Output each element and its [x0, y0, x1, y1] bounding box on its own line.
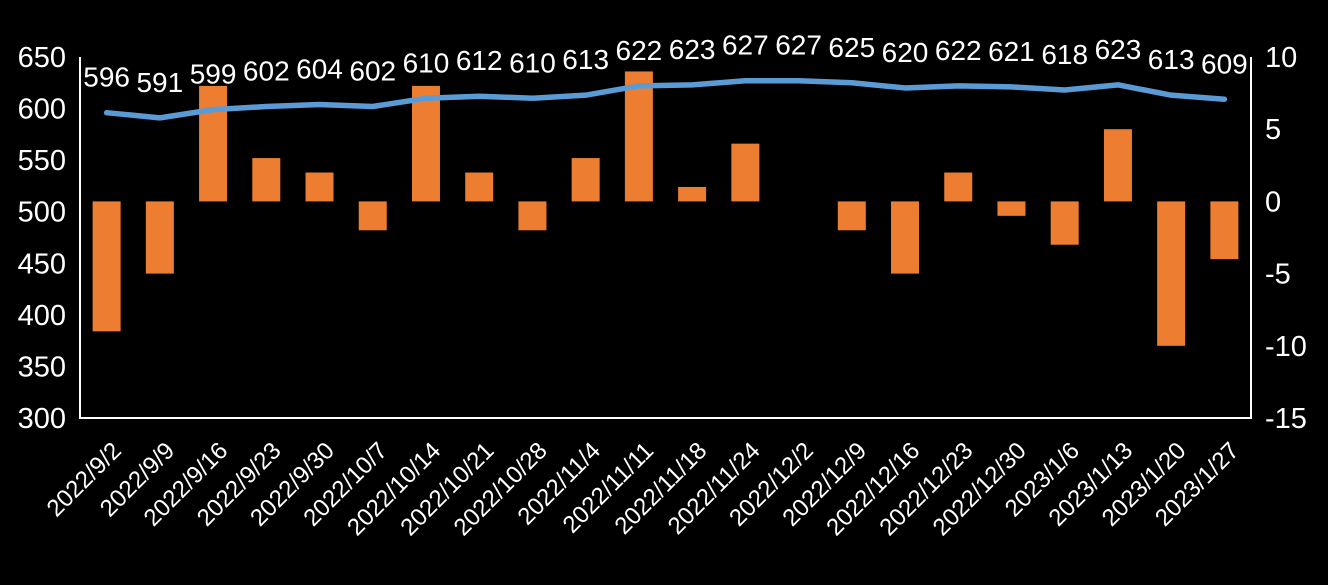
- bar: [252, 158, 281, 202]
- y-left-tick-label: 550: [18, 145, 66, 177]
- line-point-label: 623: [1095, 34, 1142, 65]
- y-left-tick-label: 650: [18, 42, 66, 74]
- line-point-label: 604: [296, 53, 343, 84]
- bar: [199, 85, 228, 202]
- line-point-label: 622: [935, 35, 982, 66]
- bar: [678, 186, 707, 202]
- bar: [891, 201, 920, 274]
- line-point-label: 625: [828, 32, 875, 63]
- bar: [305, 172, 334, 202]
- y-left-tick-label: 300: [18, 403, 66, 435]
- y-right-tick-label: 5: [1265, 114, 1281, 146]
- line-point-label: 591: [136, 67, 183, 98]
- bar: [1157, 201, 1186, 346]
- bar: [518, 201, 547, 231]
- line-point-label: 602: [349, 56, 396, 87]
- line-point-label: 613: [562, 44, 609, 75]
- line-point-label: 596: [83, 62, 130, 93]
- y-left-tick-label: 600: [18, 94, 66, 126]
- bar: [465, 172, 494, 202]
- bar: [1210, 201, 1239, 260]
- y-right-tick-label: -5: [1265, 259, 1291, 291]
- bar: [571, 158, 600, 202]
- line-point-label: 612: [456, 45, 503, 76]
- bar: [944, 172, 973, 202]
- bar: [145, 201, 174, 274]
- bar: [1050, 201, 1079, 245]
- line-point-label: 609: [1201, 48, 1248, 79]
- y-left-tick-label: 500: [18, 197, 66, 229]
- line-point-label: 623: [669, 34, 716, 65]
- bar: [1103, 129, 1132, 202]
- line-point-label: 621: [988, 36, 1035, 67]
- axis-lines: [79, 57, 1252, 419]
- y-right-tick-label: -15: [1265, 403, 1307, 435]
- y-left-tick-label: 400: [18, 300, 66, 332]
- y-left-tick-label: 450: [18, 248, 66, 280]
- bar: [92, 201, 121, 332]
- trend-line: [103, 77, 1228, 121]
- bar: [731, 143, 760, 202]
- line-point-label: 627: [722, 30, 769, 61]
- bar: [997, 201, 1026, 216]
- y-right-tick-label: -10: [1265, 331, 1307, 363]
- bar: [358, 201, 387, 231]
- line-point-label: 610: [509, 47, 556, 78]
- bar: [411, 85, 440, 202]
- line-point-label: 618: [1041, 39, 1088, 70]
- line-point-label: 602: [243, 56, 290, 87]
- y-right-tick-label: 0: [1265, 186, 1281, 218]
- line-point-label: 620: [882, 37, 929, 68]
- line-point-label: 613: [1148, 44, 1195, 75]
- line-point-label: 627: [775, 30, 822, 61]
- bar: [837, 201, 866, 231]
- line-point-label: 622: [616, 35, 663, 66]
- y-left-tick-label: 350: [18, 351, 66, 383]
- bar: [624, 71, 653, 202]
- line-point-label: 599: [190, 59, 237, 90]
- line-point-label: 610: [403, 47, 450, 78]
- y-right-tick-label: 10: [1265, 42, 1297, 74]
